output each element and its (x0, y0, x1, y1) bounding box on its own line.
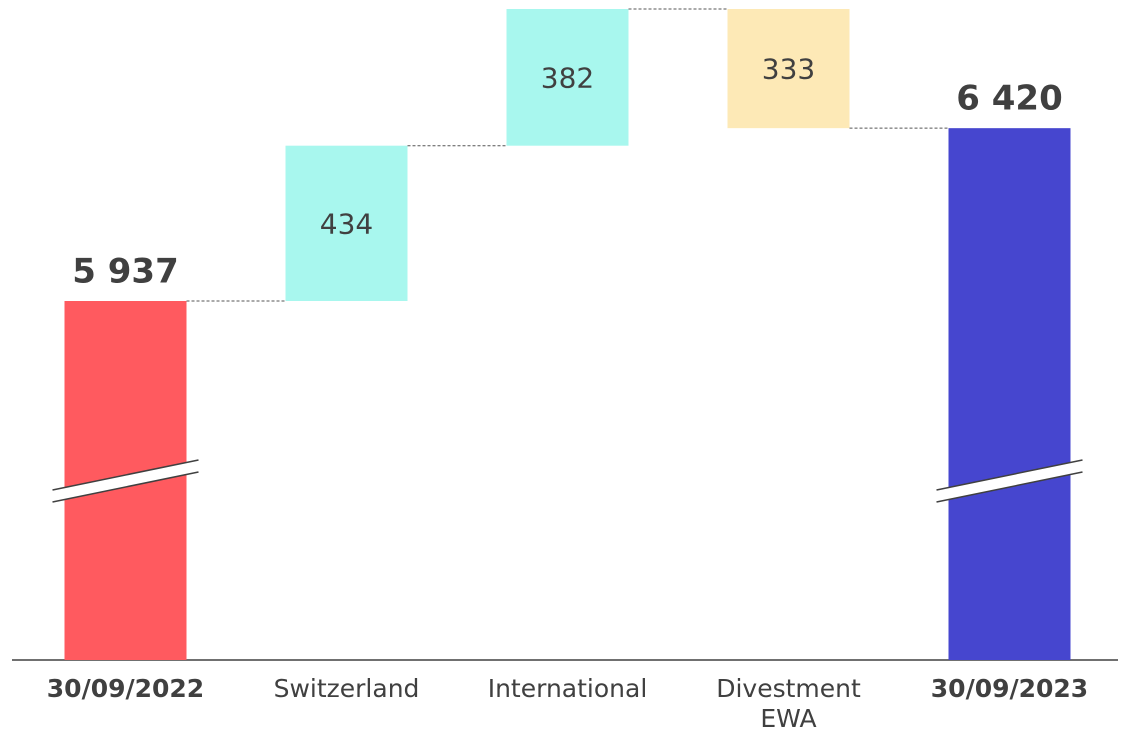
axis-break-line (52, 471, 199, 503)
axis-break-line (936, 459, 1083, 491)
x-tick-label: 30/09/2023 (930, 674, 1089, 703)
axis-break (52, 460, 199, 502)
x-tick-label: Divestment EWA (716, 674, 861, 733)
axis-break-line (936, 471, 1083, 503)
bar (727, 9, 850, 129)
x-tick-label: Switzerland (273, 674, 420, 703)
value-label: 6 420 (956, 79, 1062, 119)
value-label: 5 937 (72, 252, 178, 292)
axis-break (936, 460, 1083, 502)
bar (506, 9, 629, 146)
x-tick-label: International (487, 674, 648, 703)
bar (948, 128, 1071, 661)
value-label: 333 (762, 53, 815, 86)
value-label: 382 (541, 61, 594, 94)
axis-break-line (52, 459, 199, 491)
x-tick-label: 30/09/2022 (46, 674, 205, 703)
bar (285, 145, 408, 301)
value-label: 434 (320, 207, 373, 240)
